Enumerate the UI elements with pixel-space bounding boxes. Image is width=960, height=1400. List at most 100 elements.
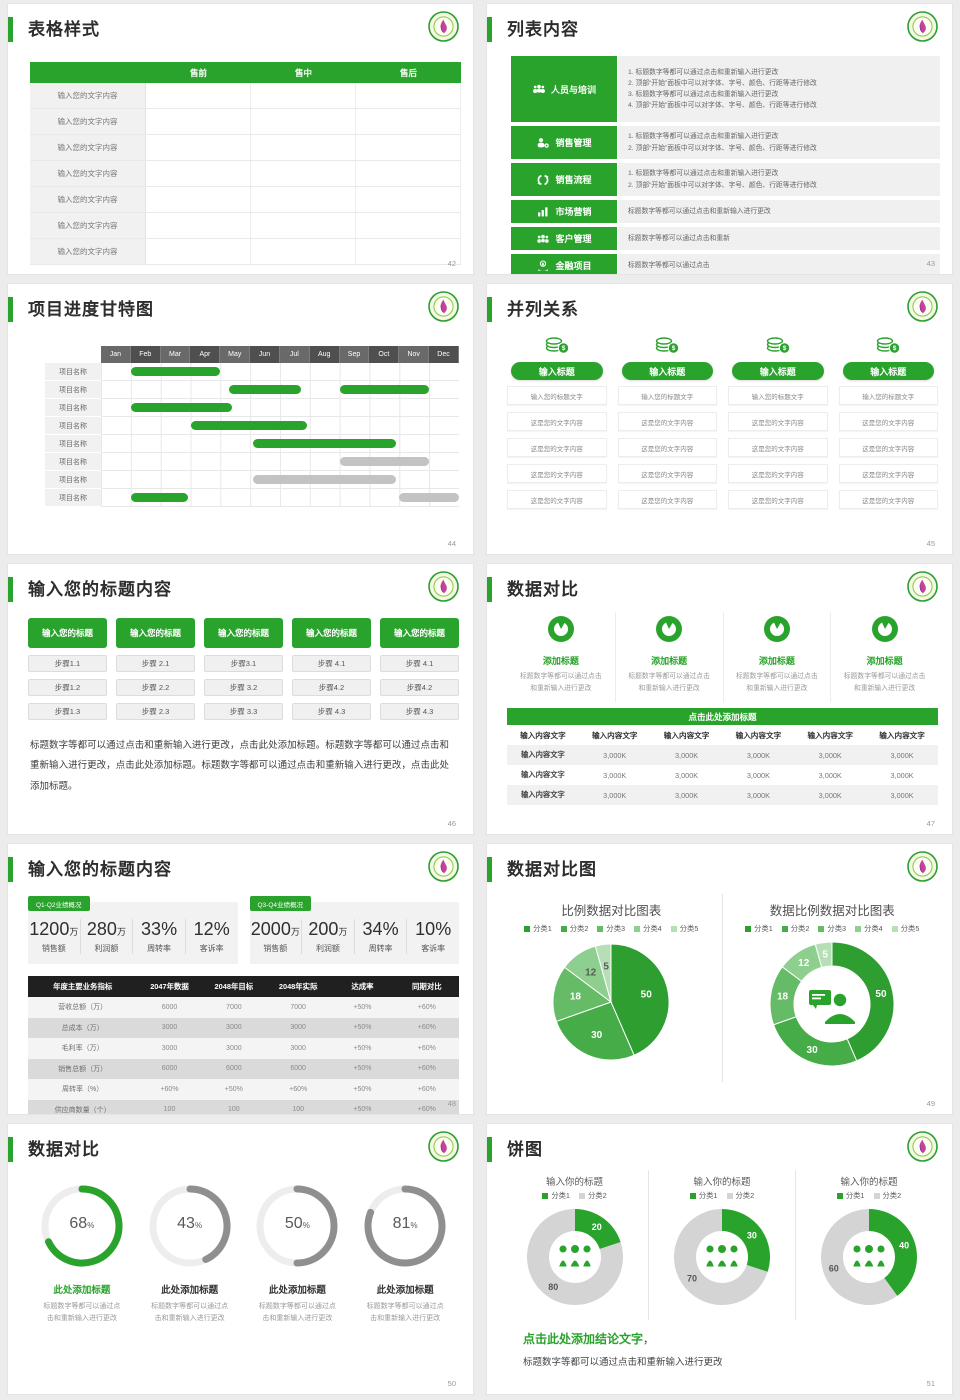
progress-ring — [256, 1185, 338, 1267]
table-cell — [356, 161, 461, 186]
table-header-cell — [30, 62, 146, 83]
kpi-number: 1200 — [29, 918, 70, 939]
slide-header: 输入您的标题内容 — [8, 564, 473, 608]
legend-swatch — [670, 926, 677, 932]
kpi-number: 200 — [308, 918, 339, 939]
slide-48-kpi-table[interactable]: 输入您的标题内容 Q1-Q2业绩概况 1200万 销售额 280万 利润额 33% 周转率 1… — [8, 844, 473, 1114]
list-item: 市场营销 标题数字等都可以通过点击和重新输入进行更改 — [511, 200, 940, 223]
ring-number: 68 — [69, 1215, 88, 1232]
svg-text:30: 30 — [807, 1045, 819, 1056]
pie-chart: 50 30 18 12 5 — [552, 943, 670, 1061]
table-cell: 3,000K — [746, 790, 770, 800]
slide-44-gantt[interactable]: 项目进度甘特图 Jan Feb Mar Apr May Jun Jul Aug Sep Oct No… — [8, 284, 473, 554]
kpi-panel: Q3-Q4业绩概况 2000万 销售额 200万 利润额 34% 周转率 10% 客诉率 — [249, 896, 459, 964]
step-box: 步骤 2.1 — [116, 655, 195, 672]
slide-50-progress-rings[interactable]: 数据对比 68% 此处添加标题 标题数字等都可以通过点击和重新输入进行更改 43% 此处… — [8, 1124, 473, 1394]
donut-container: 输入你的标题 分类1 分类2 30 70 — [648, 1170, 795, 1320]
chart-legend: 分类1 分类2 — [501, 1191, 648, 1201]
table-header-cell: 输入内容文字 — [663, 730, 710, 740]
legend-label: 分类1 — [698, 1191, 718, 1200]
svg-text:$: $ — [893, 345, 897, 352]
list-item-header: 金融项目 — [511, 254, 617, 274]
slide-51-donut-charts[interactable]: 饼图 输入你的标题 分类1 分类2 20 80 输入你的标题 分类1 分类2 30 70 输入你的标… — [487, 1124, 952, 1394]
slide-45-parallel[interactable]: 并列关系 $ 输入标题 输入您的标题文字 这是您的文字内容 这是您的文字内容 这是您的文字… — [487, 284, 952, 554]
ring-wrap: 68% — [38, 1182, 126, 1270]
add-title-band: 点击此处添加标题 — [507, 708, 938, 726]
feature-description: 标题数字等都可以通过点击和重新输入进行更改 — [843, 673, 926, 692]
row-label-cell: 输入您的文字内容 — [30, 109, 146, 134]
table-cell — [356, 135, 461, 160]
feature-item: 添加标题 标题数字等都可以通过点击和重新输入进行更改 — [507, 612, 615, 702]
table-row: 供应商数量（个） 100 100 100 +50% +60% — [28, 1099, 459, 1114]
gantt-month-cell: Jun — [250, 346, 280, 363]
legend-label: 分类3 — [606, 924, 626, 933]
title-accent-bar — [8, 857, 13, 882]
slide-42-table-style[interactable]: 表格样式 售前 售中 售后 输入您的文字内容 输入您的文字内容 输入您的文字内容 输入您的文… — [8, 4, 473, 274]
slide-49-pie-charts[interactable]: 数据对比图 比例数据对比图表 分类1 分类2 分类3 分类4 分类5 50 30 18 12 5 数据… — [487, 844, 952, 1114]
page-title: 表格样式 — [28, 20, 100, 39]
page-title: 项目进度甘特图 — [28, 300, 154, 319]
kpi-number-row: 1200万 — [28, 919, 80, 940]
torch-logo-icon — [428, 291, 459, 322]
slide-43-list-content[interactable]: 列表内容 人员与培训 1. 标题数字等都可以通过点击和重新输入进行更改 2. 顶部“… — [487, 4, 952, 274]
slide-47-data-compare[interactable]: 数据对比 添加标题 标题数字等都可以通过点击和重新输入进行更改 添加标题 标题数字等都… — [487, 564, 952, 834]
slide-46-steps[interactable]: 输入您的标题内容 输入您的标题 步骤1.1 步骤1.2 步骤1.3 输入您的标题 步骤 2… — [8, 564, 473, 834]
list-item-header: 市场营销 — [511, 200, 617, 223]
table-cell: 供应商数量（个） — [54, 1106, 111, 1114]
chart-container: 比例数据对比图表 分类1 分类2 分类3 分类4 分类5 50 30 18 12 5 — [501, 894, 722, 1082]
kpi-stat: 280万 利润额 — [79, 918, 133, 954]
gantt-row: 项目名称 — [45, 435, 459, 453]
slide-header: 表格样式 — [8, 4, 473, 48]
step-box: 步骤 2.2 — [116, 679, 195, 696]
svg-text:5: 5 — [823, 949, 829, 960]
step-box: 步骤 2.3 — [116, 703, 195, 720]
table-cell: 3,000K — [818, 770, 842, 780]
ring-item: 81% 此处添加标题 标题数字等都可以通过点击和重新输入进行更改 — [357, 1182, 453, 1325]
parallel-column: $ 输入标题 输入您的标题文字 这是您的文字内容 这是您的文字内容 这是您的文字内容 这是您… — [838, 334, 938, 516]
legend-label: 分类3 — [827, 924, 847, 933]
table-header-cell: 输入内容文字 — [879, 730, 925, 740]
step-box: 步骤3.1 — [204, 655, 283, 672]
legend-item: 分类1 — [689, 1191, 718, 1201]
title-accent-bar — [487, 17, 492, 42]
ring-row: 68% 此处添加标题 标题数字等都可以通过点击和重新输入进行更改 43% 此处添加标题标… — [34, 1182, 453, 1325]
table-row: 输入内容文字 3,000K 3,000K 3,000K 3,000K 3,000K — [507, 765, 938, 785]
title-accent-bar — [8, 577, 13, 602]
table-cell: 3000 — [290, 1024, 306, 1032]
table-cell: +60% — [417, 1106, 436, 1114]
table-header-row: 输入内容文字 输入内容文字 输入内容文字 输入内容文字 输入内容文字 输入内容文字 — [507, 725, 938, 745]
legend-label: 分类2 — [569, 924, 589, 933]
step-box: 步骤4.2 — [292, 679, 371, 696]
kpi-number: 10% — [415, 918, 452, 939]
list-item-label: 销售管理 — [555, 138, 592, 148]
pie-badge-icon — [763, 616, 790, 642]
compare-table: 输入内容文字 输入内容文字 输入内容文字 输入内容文字 输入内容文字 输入内容文字 输入内容… — [507, 725, 938, 806]
gantt-month-cell: Aug — [309, 346, 340, 363]
kpi-groups: Q1-Q2业绩概况 1200万 销售额 280万 利润额 33% 周转率 12% 客诉率 Q3-Q… — [28, 896, 459, 964]
svg-text:30: 30 — [591, 1030, 603, 1041]
gantt-bar — [339, 385, 430, 394]
table-cell: 3,000K — [603, 790, 627, 800]
table-cell: 毛利率（万） — [61, 1045, 104, 1053]
chart-title: 比例数据对比图表 — [561, 904, 662, 918]
gantt-month-cell: Apr — [190, 346, 221, 363]
slide-body: 售前 售中 售后 输入您的文字内容 输入您的文字内容 输入您的文字内容 输入您的文字内容 输入… — [8, 48, 473, 265]
row-label-cell: 输入您的文字内容 — [30, 135, 146, 160]
kpi-label: 利润额 — [94, 943, 119, 953]
page-number: 45 — [926, 539, 935, 548]
column-row: 这是您的文字内容 — [838, 412, 938, 431]
donut-chart: 30 70 — [673, 1209, 770, 1305]
ring-number: 43 — [177, 1215, 195, 1232]
legend-label: 分类1 — [533, 924, 552, 933]
legend-item: 分类2 — [873, 1191, 901, 1201]
gantt-track — [101, 435, 459, 453]
list-item: 销售流程 1. 标题数字等都可以通过点击和重新输入进行更改 2. 顶部“开始”面板中… — [511, 163, 940, 196]
step-box: 步骤 4.1 — [380, 655, 459, 672]
ring-description: 标题数字等都可以通过点击和重新输入进行更改 — [258, 1303, 336, 1322]
legend-item: 分类2 — [781, 924, 809, 934]
table-row: 输入您的文字内容 — [30, 161, 461, 187]
legend-label: 分类1 — [845, 1191, 865, 1200]
legend-item: 分类2 — [560, 924, 589, 934]
kpi-unit: 万 — [338, 926, 348, 937]
